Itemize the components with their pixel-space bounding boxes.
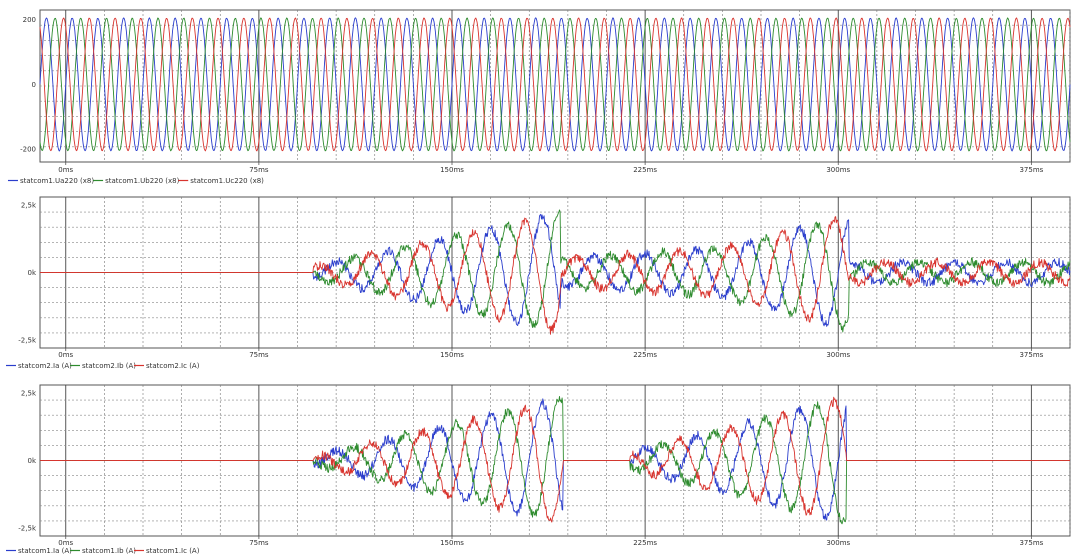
series-line-1 <box>39 17 1071 152</box>
legend-label: statcom1.Uc220 (x8) <box>190 177 264 185</box>
series-line-3 <box>40 216 1071 335</box>
legend-label: statcom1.Ua220 (x8) <box>20 177 94 185</box>
legend: statcom1.Ia (A) statcom1.Ib (A) statcom1.I… <box>6 547 200 555</box>
legend: statcom1.Ua220 (x8) statcom1.Ub220 (x8) st… <box>7 177 264 185</box>
x-tick-label: 75ms <box>249 539 269 547</box>
x-tick-label: 375ms <box>1019 539 1043 547</box>
y-tick-label: 200 <box>23 16 36 24</box>
y-tick-label: 2,5k <box>21 390 37 398</box>
y-tick-label: 0k <box>27 269 36 277</box>
x-tick-label: 375ms <box>1019 166 1043 174</box>
chart-panel-3: 2,5k 0k -2,5k 0ms 75ms 150ms 225ms 300ms 375ms st… <box>6 384 1071 555</box>
series-line-3 <box>40 396 1070 523</box>
y-tick-label: -2,5k <box>18 524 37 532</box>
y-tick-label: 0k <box>27 457 36 465</box>
x-tick-label: 75ms <box>249 166 269 174</box>
y-tick-label: 2,5k <box>21 202 37 210</box>
x-tick-label: 150ms <box>440 166 464 174</box>
legend-label: statcom2.Ib (A) <box>82 362 136 370</box>
x-tick-label: 300ms <box>826 351 850 359</box>
x-tick-label: 150ms <box>440 539 464 547</box>
legend-label: statcom1.Ia (A) <box>18 547 72 555</box>
legend-label: statcom2.Ic (A) <box>146 362 200 370</box>
x-tick-label: 0ms <box>58 166 73 174</box>
chart-panel-1: 200 0 -200 0ms 75ms 150ms 225ms 300ms 375ms statc… <box>7 9 1071 185</box>
series-line-2 <box>39 17 1071 152</box>
series-line-3 <box>39 17 1071 152</box>
y-tick-label: -200 <box>20 146 36 154</box>
x-tick-label: 300ms <box>826 539 850 547</box>
x-tick-label: 225ms <box>633 166 657 174</box>
chart-panel-2: 2,5k 0k -2,5k 0ms 75ms 150ms 225ms 300ms 375ms st… <box>6 196 1071 370</box>
legend-label: statcom1.Ic (A) <box>146 547 200 555</box>
x-tick-label: 0ms <box>58 539 73 547</box>
legend-label: statcom1.Ib (A) <box>82 547 136 555</box>
x-tick-label: 150ms <box>440 351 464 359</box>
y-tick-label: 0 <box>32 81 36 89</box>
legend: statcom2.Ia (A) statcom2.Ib (A) statcom2.I… <box>6 362 200 370</box>
x-tick-label: 300ms <box>826 166 850 174</box>
legend-label: statcom1.Ub220 (x8) <box>105 177 180 185</box>
legend-label: statcom2.Ia (A) <box>18 362 72 370</box>
y-tick-label: -2,5k <box>18 336 37 344</box>
x-tick-label: 225ms <box>633 539 657 547</box>
x-tick-label: 0ms <box>58 351 73 359</box>
x-tick-label: 75ms <box>249 351 269 359</box>
x-tick-label: 225ms <box>633 351 657 359</box>
x-tick-label: 375ms <box>1019 351 1043 359</box>
